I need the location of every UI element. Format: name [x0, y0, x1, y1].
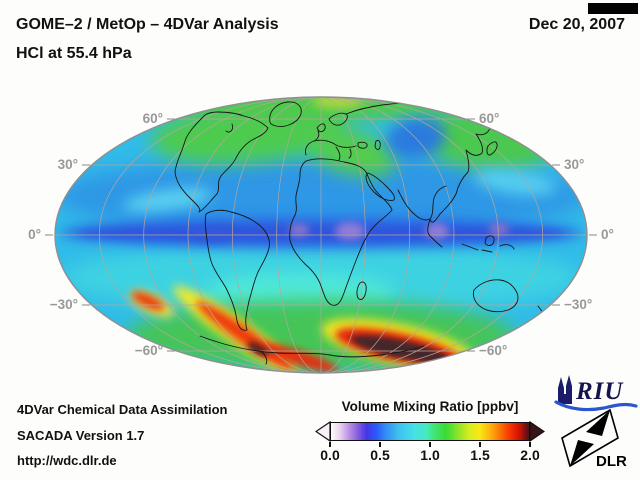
riu-logo-text: RIU [575, 378, 624, 405]
coastline-antarctic-peninsula [261, 351, 268, 365]
coastline-britain [316, 123, 326, 133]
coastline-italy [335, 146, 341, 161]
lat-label-60n-right: 60° [479, 111, 499, 126]
plot-subtitle: HCl at 55.4 hPa [16, 45, 132, 62]
coastline-antarctica [199, 335, 425, 358]
colorbar-left-arrow-icon [315, 421, 331, 442]
colorbar-gradient [330, 422, 530, 441]
dlr-emblem-icon [570, 410, 610, 466]
riu-logo: RIU [554, 375, 638, 412]
riu-cathedral-icon [558, 375, 572, 404]
colorbar-tick-label: 0.5 [370, 447, 390, 463]
coastline-arabia [365, 172, 395, 201]
riu-wave-icon [554, 400, 638, 412]
colorbar-tick [429, 442, 431, 447]
lat-label-30n-right: 30° [564, 157, 584, 172]
footer-url: http://wdc.dlr.de [17, 453, 117, 468]
graticule [55, 97, 587, 373]
lat-label-30s-right: −30° [564, 297, 592, 312]
colorbar-tick [479, 442, 481, 447]
colorbar-tick [529, 442, 531, 447]
coastline-japan [486, 141, 498, 156]
colorbar-tick-label: 1.0 [420, 447, 440, 463]
coastline-greece [348, 148, 352, 159]
coastline-indonesia [461, 243, 515, 253]
coastline-australia [472, 279, 519, 313]
colorbar-tick-label: 2.0 [520, 447, 540, 463]
coastline-scandinavia [328, 112, 348, 126]
field-vortex-dark-west [247, 341, 269, 357]
coastline-south-america [204, 209, 270, 331]
dlr-emblem-outline-icon [561, 408, 619, 468]
dlr-logo: DLR [561, 408, 627, 470]
colorbar-title: Volume Mixing Ratio [ppbv] [341, 399, 519, 414]
field-south-america-equatorial-low [190, 226, 234, 242]
lat-label-30s-left: −30° [50, 297, 78, 312]
field-pole-yellowgreen-streak [312, 97, 364, 108]
field-tropical-min-indonesia [489, 222, 509, 236]
field-pale-streak-west [123, 188, 213, 212]
lat-label-0-left: 0° [28, 227, 41, 242]
plot-title: GOME–2 / MetOp – 4DVar Analysis [16, 16, 279, 33]
field-vortex-red-streak-west [195, 300, 295, 372]
dlr-logo-text: DLR [596, 453, 627, 470]
coastline-india [397, 185, 447, 221]
coastline-borneo [484, 235, 495, 246]
footer-assimilation-label: 4DVar Chemical Data Assimilation [17, 402, 228, 417]
colorbar-tick [379, 442, 381, 447]
coastline-madagascar [356, 281, 367, 301]
coastline-black-sea [357, 141, 368, 149]
lat-labels: 60° 30° 0° −30° −60° 60° 30° 0° −30° −60… [28, 111, 614, 358]
field-north-europe-high [307, 127, 397, 177]
field-vortex-red-edge-west [131, 291, 165, 311]
coastline-north-america [174, 111, 269, 213]
plot-date: Dec 20, 2007 [528, 16, 625, 33]
lat-label-0-right: 0° [601, 227, 614, 242]
field-tropical-min-africa [335, 222, 365, 240]
colorbar-tick-label: 0.0 [320, 447, 340, 463]
colorbar-tick-label: 1.5 [470, 447, 490, 463]
colorbar-right-arrow-icon [529, 421, 545, 442]
lat-label-60s-right: −60° [479, 343, 507, 358]
lat-ticks [45, 118, 597, 352]
field-pale-streak-east [473, 168, 557, 196]
coastline-greenland [269, 101, 302, 127]
lat-label-60s-left: −60° [135, 343, 163, 358]
field-tropical-min-atlantic [289, 223, 309, 237]
coastline-hudson-bay [225, 123, 233, 133]
lat-label-60n-left: 60° [143, 111, 163, 126]
field-vortex-maximum-east [351, 335, 449, 363]
frame-marker-bar [588, 3, 638, 14]
coastline-caspian-sea [374, 139, 381, 150]
coastline-central-europe [313, 139, 357, 148]
coastline-africa [289, 158, 393, 306]
map-outline [54, 96, 588, 374]
lat-label-30n-left: 30° [58, 157, 78, 172]
colorbar-tick [329, 442, 331, 447]
footer-version-label: SACADA Version 1.7 [17, 428, 145, 443]
